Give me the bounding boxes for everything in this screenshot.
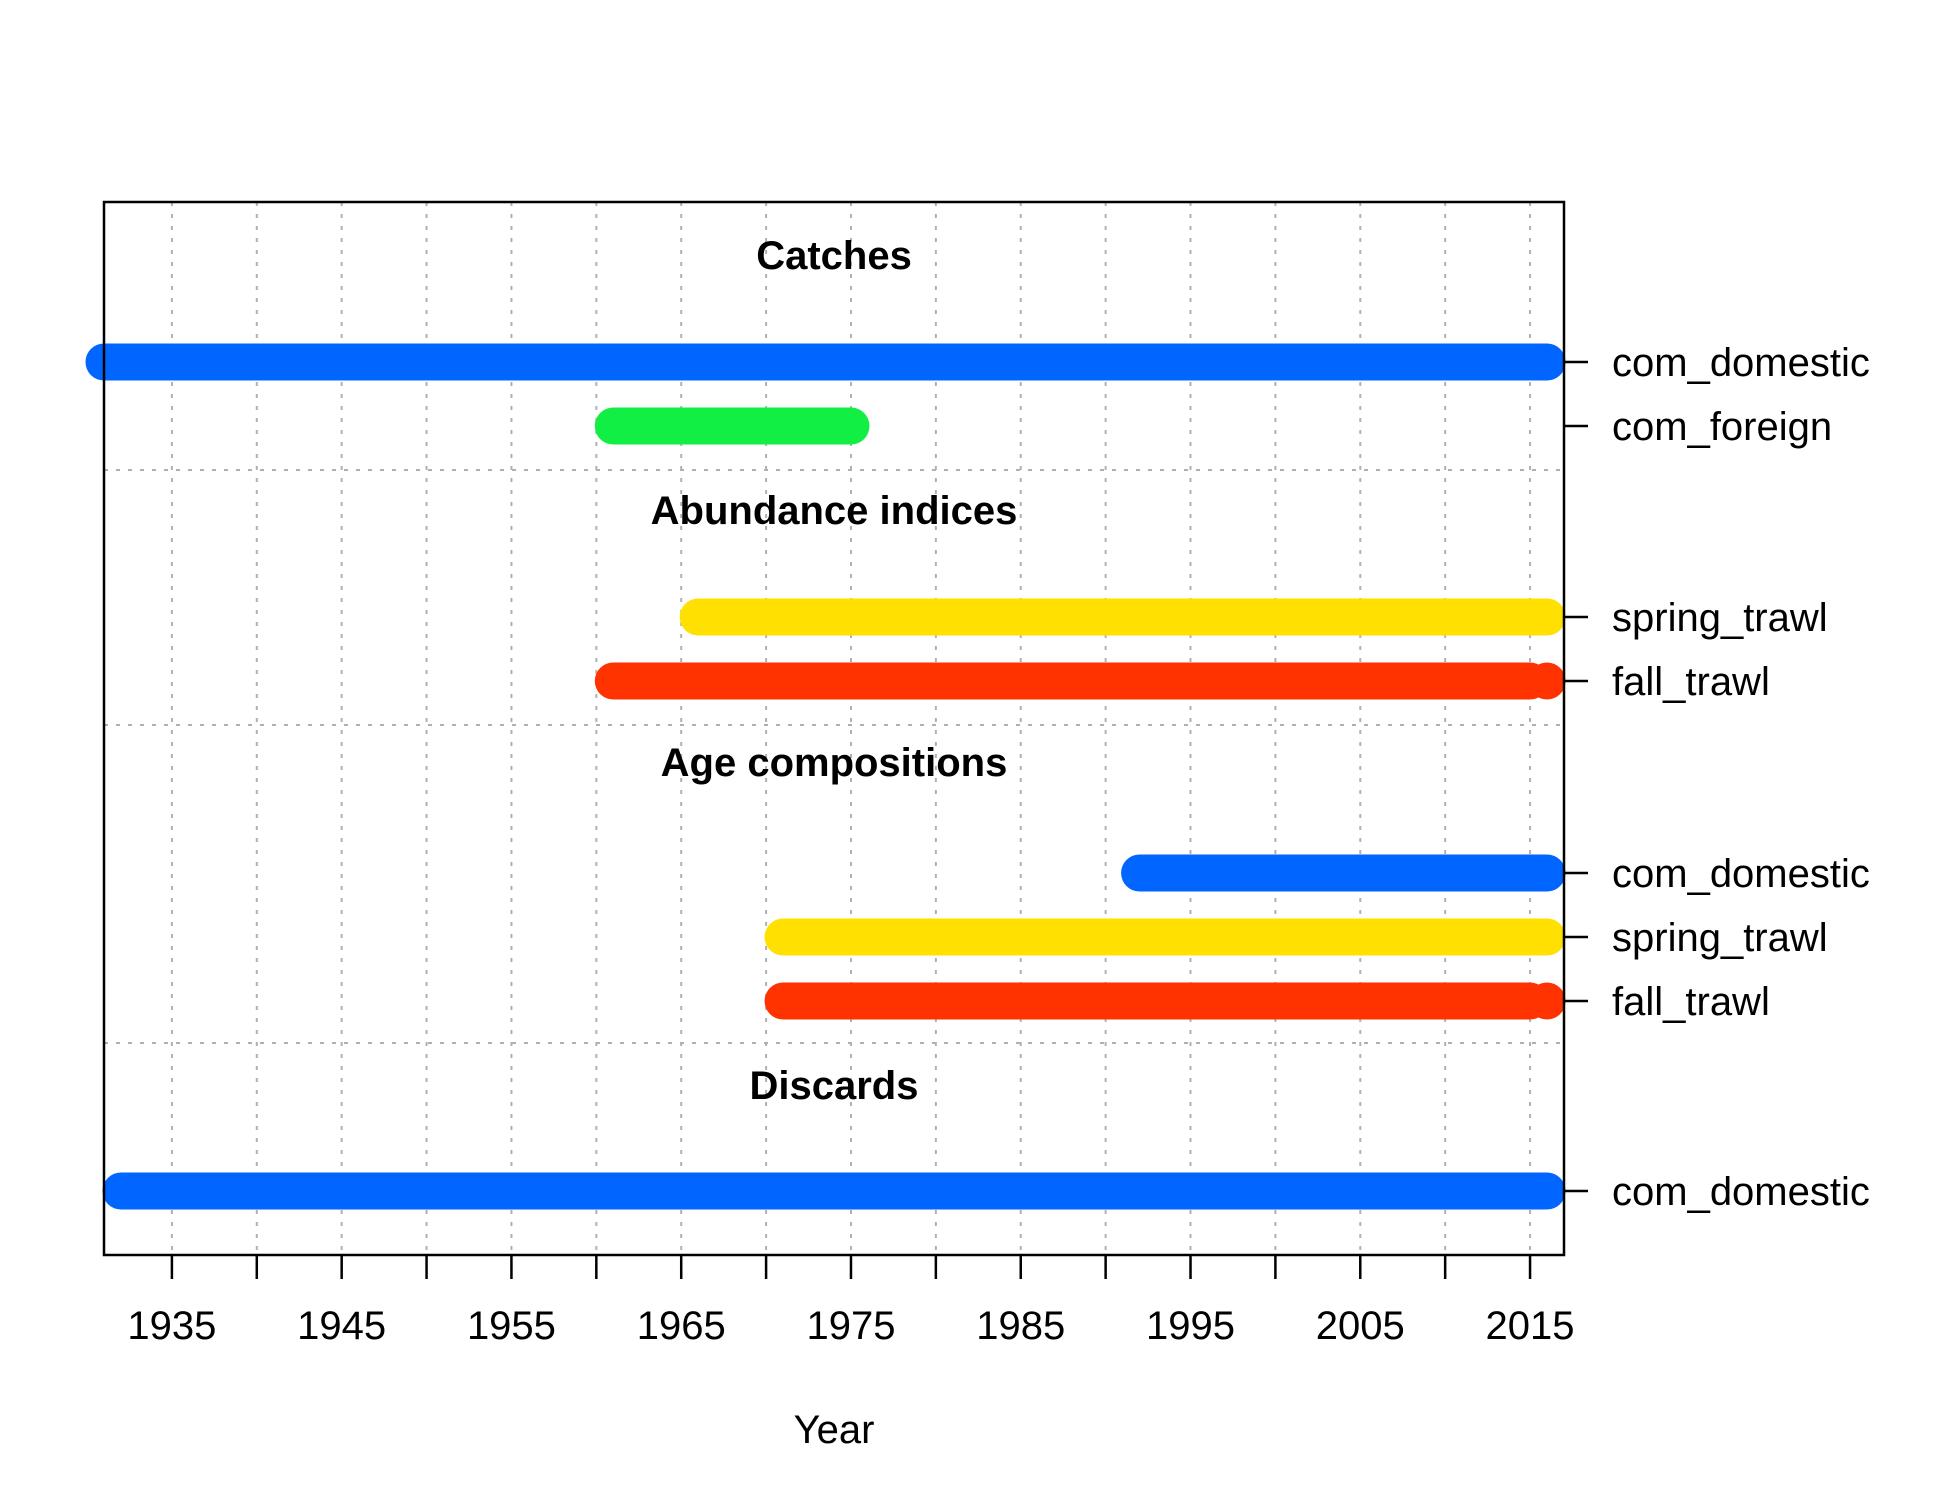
plot-frame [102,200,1566,1257]
x-tick-label-2015: 2015 [1486,1304,1575,1348]
row-label-2-0: com_domestic [1612,852,1870,896]
section-title-0: Catches [756,234,912,278]
x-tick-label-1975: 1975 [806,1304,895,1348]
row-labels: com_domestic com_foreign spring_trawl fall_… [1564,341,1870,1214]
x-tick-label-1945: 1945 [297,1304,386,1348]
section-title-2: Age compositions [661,741,1008,785]
x-tick-label-1955: 1955 [467,1304,556,1348]
row-label-1-0: spring_trawl [1612,596,1828,640]
section-title-3: Discards [750,1064,919,1108]
row-label-0-1: com_foreign [1612,405,1832,449]
section-title-1: Abundance indices [651,489,1018,533]
row-label-2-2: fall_trawl [1612,980,1770,1024]
row-label-2-1: spring_trawl [1612,916,1828,960]
section-dividers [104,469,1564,1044]
bar-age-compositions-fall_trawl-1 [1528,982,1566,1020]
row-label-0-0: com_domestic [1612,341,1870,385]
x-tick-label-2005: 2005 [1316,1304,1405,1348]
x-axis-title: Year [794,1408,875,1452]
x-axis: 1935 1945 1955 1965 1975 1985 1995 2005 2015 [127,1255,1575,1348]
vertical-gridlines [170,202,1532,1255]
x-tick-label-1935: 1935 [127,1304,216,1348]
timeline-bars [85,343,1566,1210]
bar-abundance-indices-fall_trawl-2 [1528,662,1566,700]
row-label-1-1: fall_trawl [1612,660,1770,704]
x-tick-label-1965: 1965 [637,1304,726,1348]
x-tick-label-1995: 1995 [1146,1304,1235,1348]
section-titles: Catches Abundance indices Age compositions… [651,234,1018,1108]
x-tick-label-1985: 1985 [976,1304,1065,1348]
row-label-3-0: com_domestic [1612,1170,1870,1214]
